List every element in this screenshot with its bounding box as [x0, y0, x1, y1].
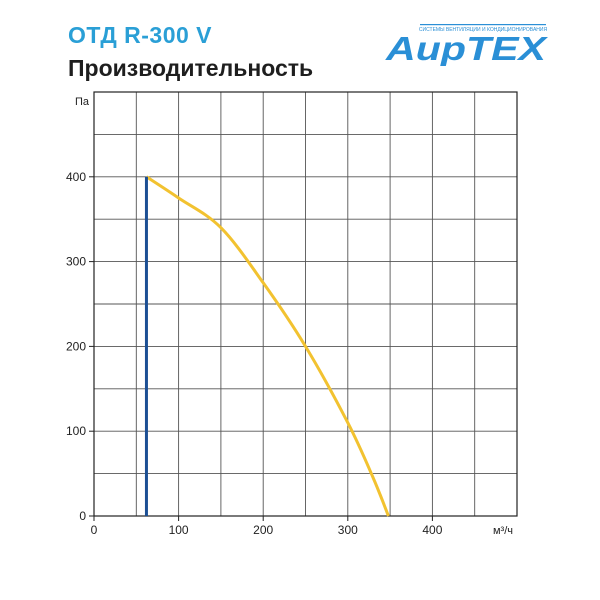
y-tick-label: 200 — [66, 339, 86, 353]
y-tick-label: 100 — [66, 424, 86, 438]
chart-subtitle: Производительность — [68, 55, 314, 81]
x-tick-label: 300 — [338, 523, 358, 537]
x-tick-label: 200 — [253, 523, 273, 537]
x-tick-label: 400 — [422, 523, 442, 537]
fan-performance-curve — [145, 175, 390, 517]
chart-grid — [94, 92, 517, 516]
x-axis: 0 100 200 300 400 — [91, 516, 443, 537]
x-axis-label: м³/ч — [493, 525, 513, 537]
y-tick-label: 300 — [66, 255, 86, 269]
y-axis-label: Па — [75, 96, 90, 108]
y-tick-label: 400 — [66, 170, 86, 184]
plot-frame — [93, 91, 518, 517]
logo-tagline: СИСТЕМЫ ВЕНТИЛЯЦИИ И КОНДИЦИОНИРОВАНИЯ — [419, 27, 548, 33]
airtex-logo: СИСТЕМЫ ВЕНТИЛЯЦИИ И КОНДИЦИОНИРОВАНИЯ А… — [385, 24, 549, 66]
x-tick-label: 0 — [91, 523, 98, 537]
y-axis: 0 100 200 300 400 — [66, 170, 94, 523]
chart-series — [144, 175, 390, 517]
chart-model-title: ОТД R-300 V — [68, 22, 213, 48]
x-tick-label: 100 — [169, 523, 189, 537]
y-tick-label: 0 — [79, 509, 86, 523]
logo-text: АирТЕХ — [385, 30, 549, 66]
